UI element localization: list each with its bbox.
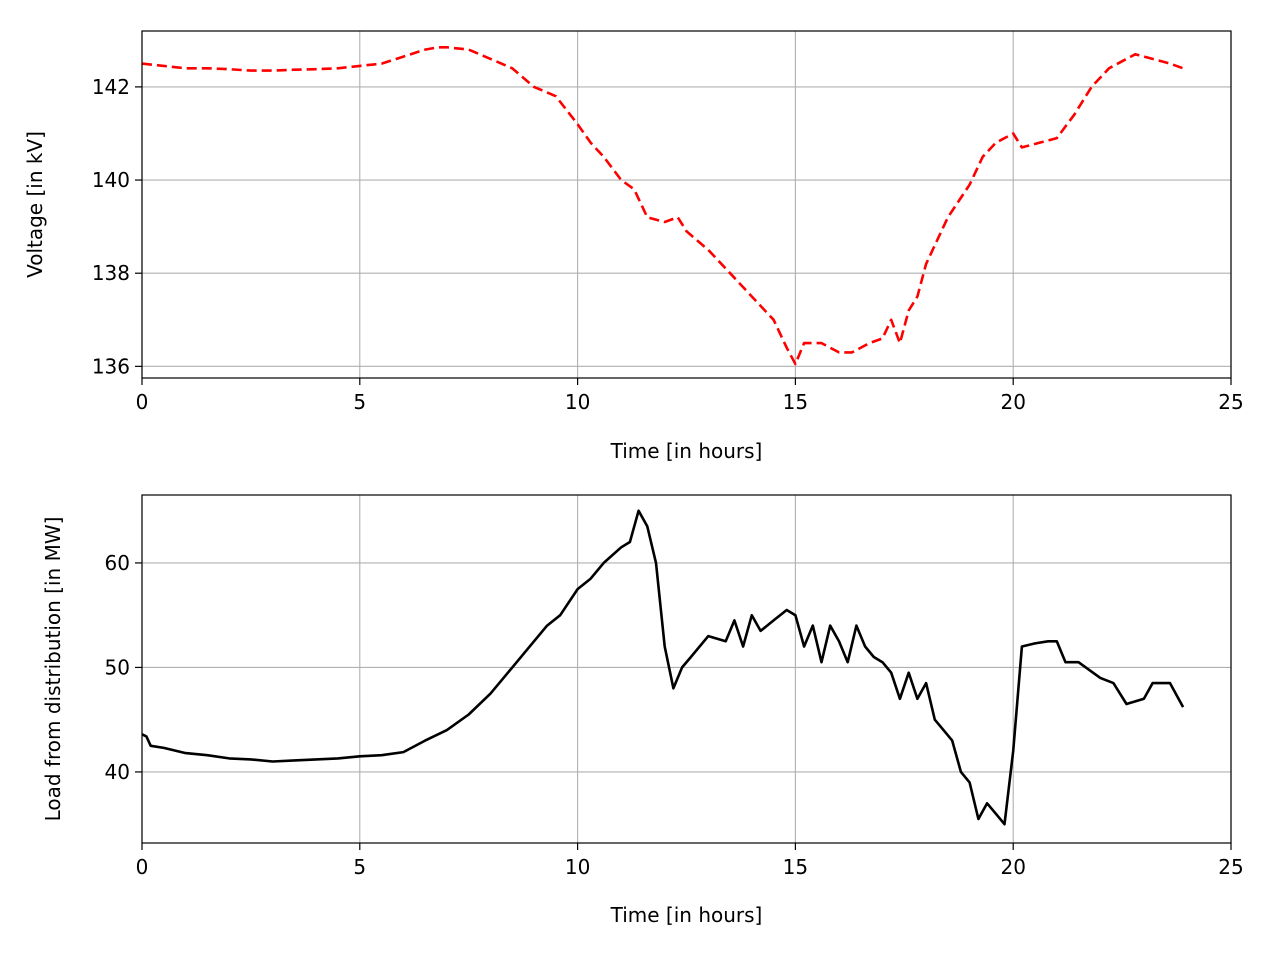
series-line [141,45,1184,366]
plot-frame [141,30,1232,379]
x-tick-label: 10 [565,390,590,414]
x-tick-label: 20 [1000,855,1025,879]
y-tick-label: 136 [92,354,130,378]
y-tick-label: 60 [105,551,130,575]
x-axis-label: Time [in hours] [610,903,763,927]
x-tick-label: 5 [353,855,366,879]
y-tick-label: 140 [92,168,130,192]
y-tick-label: 138 [92,261,130,285]
x-axis-label: Time [in hours] [610,439,763,463]
y-axis-label: Voltage [in kV] [23,131,47,278]
y-axis-label: Load from distribution [in MW] [41,517,65,822]
voltage-chart: 0 5 10 15 20 25 136 138 140 142 Time [in hours] Vol… [23,30,1244,463]
x-tick-label: 0 [136,390,149,414]
series-line [141,509,1185,826]
y-tick-label: 50 [105,655,130,679]
x-tick-label: 20 [1000,390,1025,414]
x-tick-label: 0 [136,855,149,879]
plot-frame [141,494,1232,844]
x-tick-label: 25 [1218,855,1243,879]
x-tick-label: 15 [783,390,808,414]
x-tick-label: 25 [1218,390,1243,414]
y-tick-label: 142 [92,75,130,99]
x-tick-label: 10 [565,855,590,879]
x-tick-label: 15 [783,855,808,879]
load-chart: 0 5 10 15 20 25 40 50 60 Time [in hours] Load from… [41,494,1244,927]
y-tick-label: 40 [105,760,130,784]
x-tick-label: 5 [353,390,366,414]
